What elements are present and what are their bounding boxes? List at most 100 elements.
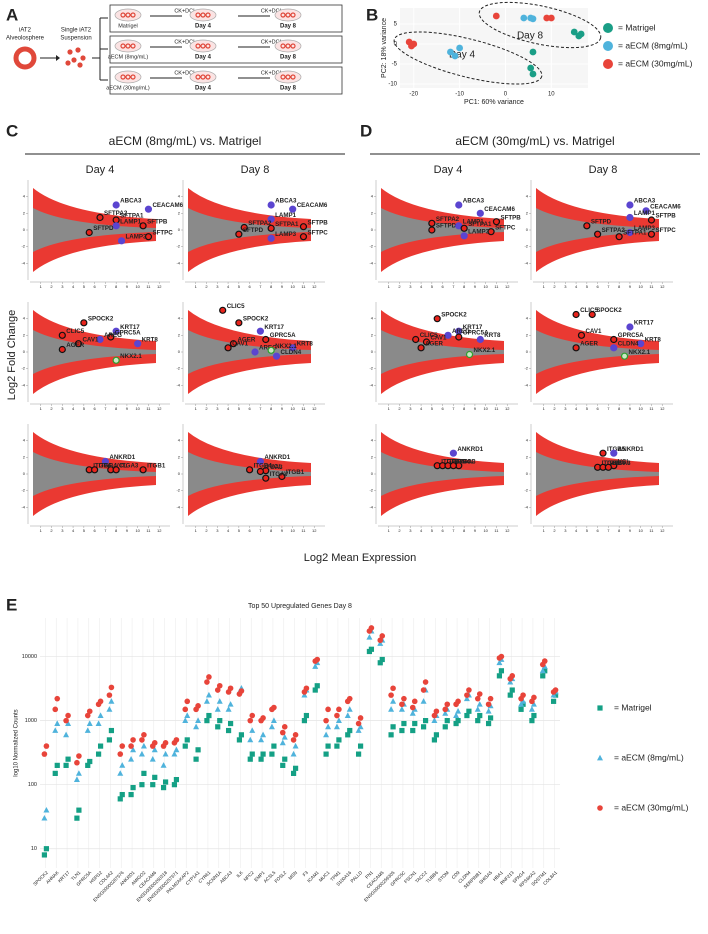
marker [529,718,535,724]
y-tick-label: 10 [31,846,37,852]
y-tick-label: 5 [394,22,398,28]
point [410,40,418,48]
gene-label: KRT17 [634,320,654,327]
gene-point [626,323,634,331]
gene-label: SFTPA2 [602,227,626,234]
marker [390,698,397,704]
marker [106,737,113,743]
organoid [290,74,296,80]
y-tick-label: 0 [371,471,374,476]
diagram-label: Suspension [60,36,91,42]
gene-point [626,228,634,237]
x-tick-label: 1 [388,406,391,411]
gene-label: GPRC5A [115,330,141,337]
panel-label: E [6,595,17,614]
y-tick-label: -4 [369,504,373,509]
gene-label: CAV1 [82,336,99,343]
gene-point [460,232,468,240]
marker [388,706,395,712]
x-tick-label: 5 [83,528,86,533]
organoid [200,43,206,49]
marker [130,746,137,753]
gene-point [620,352,629,360]
cluster-outline [393,31,543,85]
organoid [195,74,201,80]
treatment-label: CK+DCI [261,39,282,45]
y-tick-label: 0 [371,227,374,232]
gene-point [449,462,457,470]
x-tick-label: 2 [205,284,208,289]
gene-label: AREG [452,328,470,335]
marker [420,687,427,693]
point [492,12,500,20]
marker [43,743,50,749]
gene-point [299,223,308,231]
panel-label: C [6,121,18,140]
marker [247,717,254,724]
gene-label: ANKRD1 [264,454,290,461]
x-tick-label: 10 [135,284,140,289]
marker [401,720,407,727]
cell [65,60,71,66]
marker [531,694,537,701]
x-tick-label: 3 [409,406,412,411]
gene-point [246,466,254,474]
gene-point [583,222,591,230]
marker [334,743,340,749]
x-tick-label: 6 [596,528,599,533]
x-tick-label: 11 [649,528,654,533]
marker [171,782,178,788]
marker [431,737,438,743]
y-tick-label: 4 [178,194,181,199]
marker [216,682,223,689]
marker [97,698,104,705]
y-tick-label: 2 [526,454,529,459]
gene-point [91,466,99,474]
gene-point [289,344,297,352]
marker [399,727,405,734]
dish [274,39,302,53]
x-tick-label: 3 [61,528,64,533]
gene-label: CEACAM6 [650,203,681,210]
x-tick-label: 2 [205,406,208,411]
marker [323,717,329,724]
y-tick-label: -4 [21,382,25,387]
gene-point [272,352,281,360]
gene-label: ANKRD1 [109,454,135,461]
gene-label: KRT17 [264,324,284,331]
marker [204,679,210,685]
marker [552,687,559,693]
dish [274,70,302,84]
legend-label: = aECM (30mg/mL) [614,802,689,812]
gene-label: SFTPA2 [248,220,272,227]
gene-point [96,335,104,344]
x-tick-label: 6 [441,284,444,289]
condition-box [109,4,343,33]
marker [410,727,416,734]
marker [487,695,494,702]
condition-box [109,35,343,64]
marker [238,688,245,694]
y-tick-label: -2 [524,366,528,371]
gene-label: CEACAM6 [484,206,515,213]
gene-label: SFTPA1 [275,221,299,228]
point [529,48,537,56]
marker [379,656,385,663]
gene-label: LAMP1 [275,212,297,219]
x-tick-label: 2 [205,528,208,533]
marker [279,729,286,736]
x-axis-label: Log2 Mean Expression [304,552,417,564]
gene-point [229,340,238,348]
y-tick-label: -4 [21,504,25,509]
legend-label: = Matrigel [618,22,656,32]
x-tick-label: 9 [474,284,477,289]
y-tick-label: 2 [178,210,181,215]
gene-point [96,213,104,222]
x-tick-label: 7 [104,284,107,289]
marker [498,668,505,674]
x-tick-label: 8 [115,406,118,411]
marker [43,846,50,852]
day-label: Day 8 [280,24,297,30]
marker [347,727,353,734]
gene-label: CAV1 [430,335,447,342]
